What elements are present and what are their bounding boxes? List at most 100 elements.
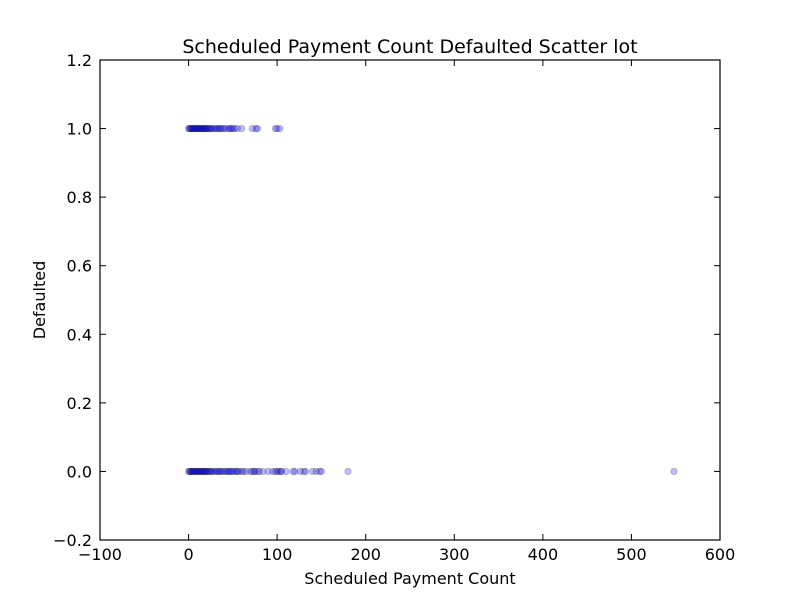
data-point [190, 467, 198, 476]
data-point [239, 467, 248, 476]
data-point [203, 124, 211, 133]
data-point [273, 124, 281, 133]
data-point [188, 467, 196, 476]
y-axis-label: Defaulted [30, 261, 49, 339]
data-point [184, 467, 193, 476]
data-point [291, 467, 299, 476]
data-point [222, 124, 230, 133]
data-point [197, 124, 205, 133]
x-tick-label: 600 [705, 545, 736, 564]
data-point [191, 124, 199, 133]
data-point [186, 124, 194, 133]
data-point [300, 467, 308, 476]
data-point [192, 124, 201, 133]
data-point [248, 467, 256, 476]
data-point [216, 467, 225, 476]
data-point [232, 467, 240, 476]
data-point [227, 124, 235, 133]
data-point [207, 124, 215, 133]
data-point [200, 124, 209, 133]
data-point [317, 467, 326, 476]
data-point [255, 467, 264, 476]
data-point [296, 467, 304, 476]
data-point [226, 124, 234, 133]
data-point [216, 124, 225, 133]
data-point [189, 124, 197, 133]
y-tick-label: 0.6 [67, 257, 92, 276]
data-point [316, 467, 324, 476]
data-point [271, 467, 279, 476]
data-point [187, 124, 195, 133]
data-point [213, 467, 221, 476]
data-point [193, 467, 202, 476]
data-point [218, 124, 226, 133]
data-point [200, 467, 209, 476]
data-point [224, 467, 233, 476]
data-point [201, 124, 209, 133]
data-point [202, 124, 210, 133]
data-point [259, 467, 267, 476]
data-point [195, 124, 203, 133]
data-point [193, 124, 202, 133]
data-point [229, 467, 237, 476]
x-tick-label: −100 [78, 545, 122, 564]
y-tick-label: 0.2 [67, 394, 92, 413]
data-point [238, 124, 246, 133]
data-point [194, 467, 202, 476]
data-point [187, 467, 195, 476]
y-axis-ticks: −0.2 0.0 0.2 0.4 0.6 0.8 1.0 1.2 [53, 51, 720, 550]
data-point [344, 467, 352, 476]
chart-title: Scheduled Payment Count Defaulted Scatte… [182, 36, 637, 58]
y-tick-label: 0.4 [67, 325, 92, 344]
data-point [222, 467, 230, 476]
data-point [252, 124, 260, 133]
data-point [289, 467, 297, 476]
data-point [204, 467, 212, 476]
data-point [308, 467, 317, 476]
data-point [206, 467, 214, 476]
data-point [208, 467, 216, 476]
data-point [248, 124, 256, 133]
data-point [215, 467, 224, 476]
data-point [203, 467, 211, 476]
data-point [198, 124, 206, 133]
data-point [211, 467, 219, 476]
data-point [194, 124, 202, 133]
x-tick-label: 300 [439, 545, 470, 564]
data-point [254, 467, 262, 476]
data-point [197, 467, 205, 476]
data-point [269, 467, 277, 476]
data-point [227, 467, 235, 476]
data-point [185, 124, 194, 133]
data-point [233, 467, 241, 476]
plot-frame [99, 59, 721, 541]
data-point [312, 467, 320, 476]
data-point [231, 467, 239, 476]
data-point [670, 467, 678, 476]
y-tick-label: 0.0 [67, 462, 92, 481]
data-points [184, 124, 678, 476]
x-tick-label: 0 [183, 545, 193, 564]
data-point [301, 467, 310, 476]
data-point [209, 467, 217, 476]
data-point [192, 467, 201, 476]
data-point [196, 124, 204, 133]
data-point [199, 124, 207, 133]
data-point [186, 467, 194, 476]
data-point [277, 467, 286, 476]
data-point [195, 467, 203, 476]
data-point [246, 467, 255, 476]
data-point [231, 124, 239, 133]
data-point [189, 467, 197, 476]
data-point [192, 124, 200, 133]
data-point [242, 467, 250, 476]
data-point [209, 124, 217, 133]
x-axis-ticks: −100 0 100 200 300 400 500 600 [78, 60, 735, 564]
data-point [229, 124, 237, 133]
data-point [276, 124, 284, 133]
data-point [201, 467, 209, 476]
data-point [214, 467, 222, 476]
data-point [233, 124, 241, 133]
data-point [273, 467, 281, 476]
y-tick-label: 1.2 [67, 51, 92, 70]
